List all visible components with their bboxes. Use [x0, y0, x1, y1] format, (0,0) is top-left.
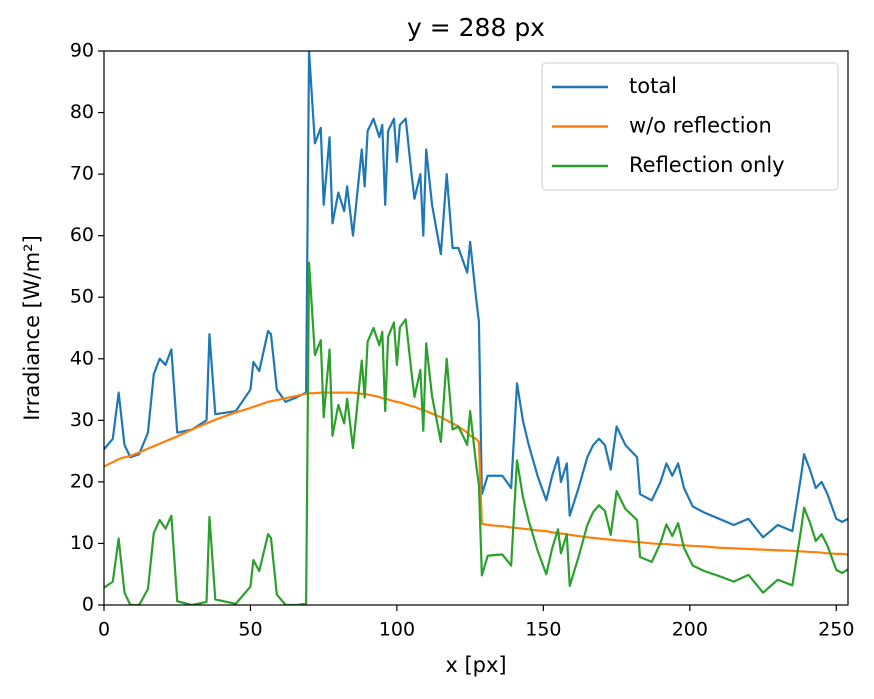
- x-tick-label: 150: [525, 619, 561, 641]
- y-tick-label: 50: [70, 286, 94, 308]
- x-tick-label: 200: [672, 619, 708, 641]
- y-axis-label: Irradiance [W/m²]: [20, 235, 44, 421]
- x-tick-label: 0: [98, 619, 110, 641]
- series-line: [104, 51, 848, 539]
- legend: total w/o reflection Reflection only: [541, 62, 839, 191]
- x-tick-label: 50: [238, 619, 262, 641]
- legend-label: total: [629, 74, 677, 98]
- y-tick-label: 70: [70, 163, 94, 185]
- x-axis-label: x [px]: [445, 653, 506, 677]
- y-tick-label: 40: [70, 347, 94, 369]
- chart-title: y = 288 px: [407, 13, 545, 42]
- legend-label: Reflection only: [629, 153, 785, 177]
- series-line: [104, 261, 848, 605]
- series-line: [104, 391, 848, 556]
- legend-box: [541, 62, 839, 191]
- plot-lines: [104, 51, 848, 605]
- y-tick-label: 20: [70, 470, 94, 492]
- legend-label: w/o reflection: [629, 114, 772, 138]
- y-tick-label: 60: [70, 224, 94, 246]
- x-tick-label: 100: [379, 619, 415, 641]
- x-tick-label: 250: [818, 619, 854, 641]
- y-tick-label: 10: [70, 532, 94, 554]
- y-tick-label: 90: [70, 40, 94, 62]
- y-tick-label: 30: [70, 409, 94, 431]
- y-tick-label: 80: [70, 101, 94, 123]
- y-tick-label: 0: [82, 594, 94, 616]
- plot-frame: [103, 50, 849, 606]
